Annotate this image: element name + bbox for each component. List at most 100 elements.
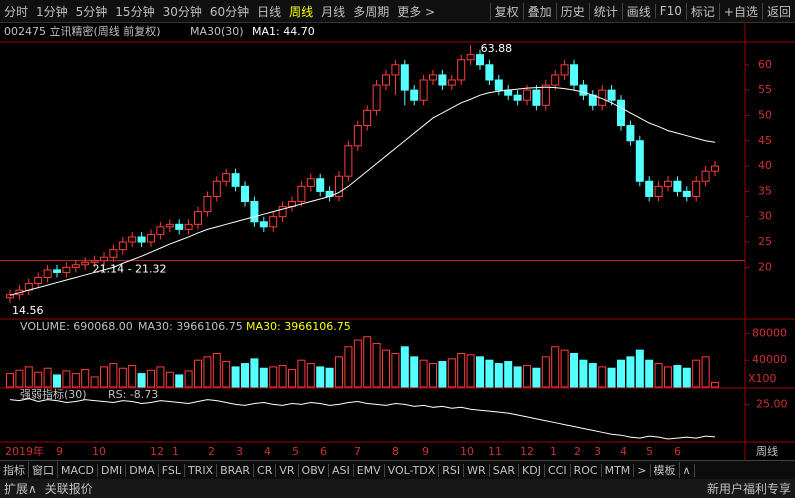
candle-body xyxy=(476,54,484,66)
action-button[interactable]: 返回 xyxy=(761,2,795,20)
status-item[interactable]: 扩展∧ xyxy=(4,482,37,496)
tab[interactable]: VR xyxy=(276,463,299,477)
tab[interactable]: RSI xyxy=(439,463,465,477)
volume-bar xyxy=(15,369,24,388)
tab[interactable]: 模板 xyxy=(651,462,680,478)
x-tick-label: 10 xyxy=(92,445,106,458)
candle-body xyxy=(34,276,43,285)
volume-bar xyxy=(109,363,118,388)
tab[interactable]: MACD xyxy=(58,463,98,477)
volume-bar xyxy=(617,359,625,388)
volume-bar xyxy=(118,367,127,388)
y-tick-label: 80000 xyxy=(752,326,787,339)
tab[interactable]: ∧ xyxy=(680,463,695,477)
period-button[interactable]: 30分钟 xyxy=(162,4,202,19)
candle-body xyxy=(147,233,155,243)
tab[interactable]: CCI xyxy=(545,463,571,477)
volume-header: MA30: 3966106.75 xyxy=(138,320,243,333)
high-annotation: 63.88 xyxy=(481,42,512,55)
tab[interactable]: TRIX xyxy=(185,463,218,477)
period-button[interactable]: 1分钟 xyxy=(36,4,68,19)
volume-bar xyxy=(53,374,61,388)
tab[interactable]: DMI xyxy=(98,463,127,477)
volume-bar xyxy=(476,356,484,388)
ma-value: MA1: 44.70 xyxy=(252,25,315,38)
indicator-tabs: 指标 窗口 MACD DMI DMA FSL TRIX BRAR CR VR OBV ASI EMV VO… xyxy=(0,460,795,479)
action-button[interactable]: 标记 xyxy=(685,2,719,20)
volume-bar xyxy=(90,376,99,388)
action-button[interactable]: 画线 xyxy=(621,2,655,20)
volume-bar xyxy=(654,363,663,388)
volume-bar xyxy=(607,367,616,388)
volume-bar xyxy=(203,356,212,388)
volume-bar xyxy=(551,346,560,388)
tab[interactable]: VOL-TDX xyxy=(385,463,440,477)
tab[interactable]: > xyxy=(634,463,651,477)
volume-bar xyxy=(626,356,635,388)
action-button[interactable]: 统计 xyxy=(588,2,622,20)
tab[interactable]: OBV xyxy=(299,463,329,477)
tab[interactable]: FSL xyxy=(159,463,185,477)
tab[interactable]: ASI xyxy=(329,463,354,477)
status-item[interactable]: 新用户福利专享 xyxy=(706,482,791,496)
candle-body xyxy=(682,190,691,197)
candle-body xyxy=(62,266,71,273)
period-button[interactable]: 60分钟 xyxy=(209,4,250,19)
tab[interactable]: ROC xyxy=(571,463,602,477)
action-button[interactable]: 历史 xyxy=(555,2,589,20)
candle-body xyxy=(335,175,343,197)
volume-header: MA30: 3966106.75 xyxy=(246,320,351,333)
tab[interactable]: SAR xyxy=(490,463,520,477)
candle-body xyxy=(617,99,625,127)
tab[interactable]: MTM xyxy=(602,463,635,477)
volume-bar xyxy=(62,370,71,388)
volume-bar xyxy=(100,366,108,388)
action-button[interactable]: 叠加 xyxy=(522,2,556,20)
period-button[interactable]: 更多 > xyxy=(397,4,436,19)
x-tick-label: 2 xyxy=(208,445,215,458)
period-button[interactable]: 月线 xyxy=(321,4,346,19)
candle-body xyxy=(165,223,174,228)
volume-bar xyxy=(504,361,513,388)
volume-bar xyxy=(34,371,43,388)
period-button[interactable]: 15分钟 xyxy=(115,4,155,19)
tab[interactable]: KDJ xyxy=(519,463,545,477)
candle-body xyxy=(541,84,550,106)
volume-bar xyxy=(241,363,249,388)
candle-body xyxy=(410,89,419,101)
tab[interactable]: 指标 xyxy=(0,462,29,478)
volume-bar xyxy=(701,356,710,388)
period-button[interactable]: 多周期 xyxy=(353,4,390,19)
x-tick-label: 12 xyxy=(150,445,164,458)
candle-body xyxy=(419,79,428,101)
tab[interactable]: WR xyxy=(464,463,490,477)
candle-body xyxy=(353,125,362,147)
period-button[interactable]: 周线 xyxy=(289,4,314,19)
y-tick-label: 55 xyxy=(758,83,772,96)
action-button[interactable]: F10 xyxy=(654,4,686,18)
tab[interactable]: EMV xyxy=(354,463,385,477)
tab[interactable]: BRAR xyxy=(217,463,255,477)
period-button[interactable]: 分时 xyxy=(4,4,29,19)
candle-body xyxy=(429,74,437,81)
volume-bar xyxy=(438,361,447,388)
period-button[interactable]: 5分钟 xyxy=(75,4,108,19)
status-item[interactable]: 关联报价 xyxy=(44,482,93,496)
tab[interactable]: CR xyxy=(254,463,277,477)
volume-bar xyxy=(372,342,381,388)
x-tick-label: 8 xyxy=(392,445,399,458)
candle-body xyxy=(363,109,372,127)
period-button[interactable]: 日线 xyxy=(257,4,282,19)
volume-bar xyxy=(588,363,597,388)
rs-header: 强弱指标(30) xyxy=(20,387,87,401)
tab[interactable]: 窗口 xyxy=(29,462,58,478)
volume-bar xyxy=(24,366,33,388)
volume-bar xyxy=(128,365,137,388)
volume-bar xyxy=(306,363,315,388)
action-button[interactable]: +自选 xyxy=(718,2,762,20)
volume-bar xyxy=(363,336,372,388)
x-tick-label: 1 xyxy=(172,445,179,458)
action-button[interactable]: 复权 xyxy=(489,2,523,20)
tab[interactable]: DMA xyxy=(126,463,159,477)
candle-body xyxy=(259,221,268,228)
